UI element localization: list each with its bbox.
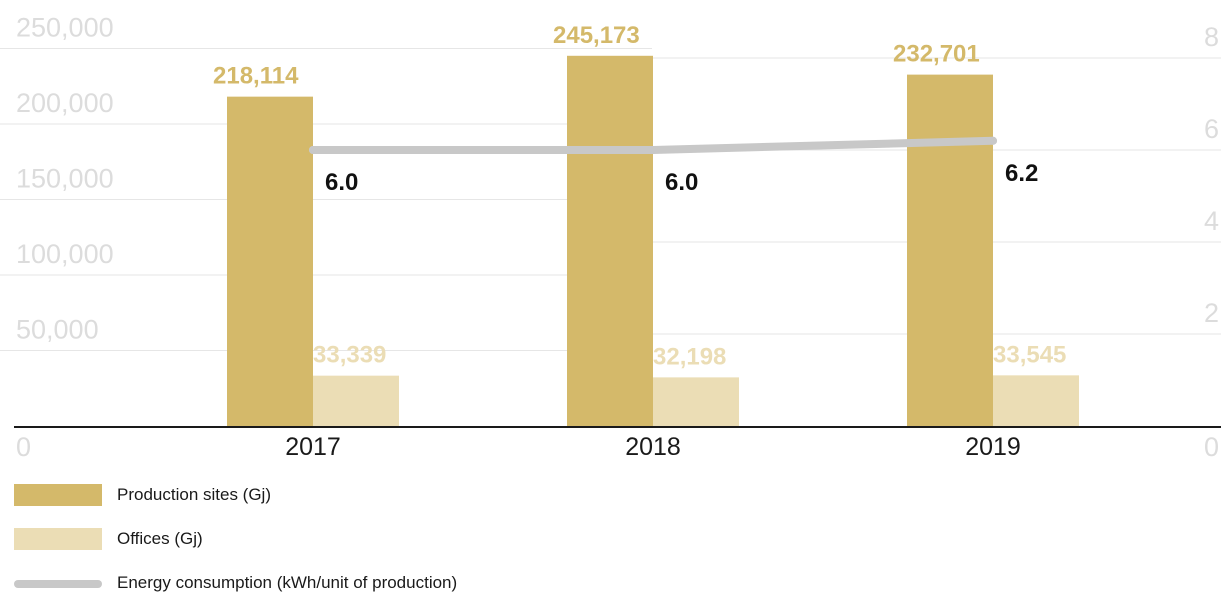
energy-chart: 0 50,000 100,000 150,000 200,000 250,000 0 2 4 6… xyxy=(0,13,1221,462)
legend-swatch-offices xyxy=(14,528,102,550)
x-category-label: 2018 xyxy=(625,433,681,461)
y-left-tick-label: 150,000 xyxy=(16,164,114,194)
y-left-tick-label: 200,000 xyxy=(16,88,114,118)
legend-label-offices: Offices (Gj) xyxy=(117,529,203,548)
data-label-production: 232,701 xyxy=(893,41,980,68)
bar-offices xyxy=(993,375,1079,426)
y-left-tick-label: 50,000 xyxy=(16,315,99,345)
line-data-label: 6.0 xyxy=(325,169,358,196)
x-category-label: 2017 xyxy=(285,433,341,461)
line-point xyxy=(989,136,997,145)
y-right-tick-label: 8 xyxy=(1204,22,1219,52)
legend-label-production: Production sites (Gj) xyxy=(117,485,271,504)
bar-production xyxy=(907,74,993,426)
data-label-offices: 32,198 xyxy=(653,343,726,370)
y-right-tick-label: 6 xyxy=(1204,114,1219,144)
legend-swatch-production xyxy=(14,484,102,506)
y-right-tick-label: 2 xyxy=(1204,298,1219,328)
data-label-production: 245,173 xyxy=(553,22,640,49)
data-label-offices: 33,339 xyxy=(313,342,386,369)
y-right-tick-label: 0 xyxy=(1204,432,1219,462)
y-left-tick-label: 0 xyxy=(16,432,31,462)
line-point xyxy=(309,146,317,154)
bar-marks xyxy=(227,55,1079,427)
bar-offices xyxy=(653,377,739,426)
chart-labels: 218,114 245,173 232,701 33,339 32,198 33,545 6… xyxy=(213,22,1066,461)
legend-label-energy: Energy consumption (kWh/unit of producti… xyxy=(117,573,458,592)
data-label-offices: 33,545 xyxy=(993,341,1066,368)
left-gridlines: 0 50,000 100,000 150,000 200,000 250,000 xyxy=(0,13,1221,462)
line-data-label: 6.2 xyxy=(1005,160,1038,187)
line-series xyxy=(309,136,997,154)
bar-production xyxy=(227,96,313,426)
line-data-label: 6.0 xyxy=(665,169,698,196)
bar-production xyxy=(567,55,653,427)
y-left-tick-label: 100,000 xyxy=(16,239,114,269)
line-point xyxy=(649,146,657,154)
x-category-label: 2019 xyxy=(965,433,1021,461)
bar-offices xyxy=(313,375,399,426)
legend-swatch-energy xyxy=(14,580,102,588)
data-label-production: 218,114 xyxy=(213,63,299,90)
y-right-tick-label: 4 xyxy=(1204,206,1219,236)
y-left-tick-label: 250,000 xyxy=(16,13,114,43)
